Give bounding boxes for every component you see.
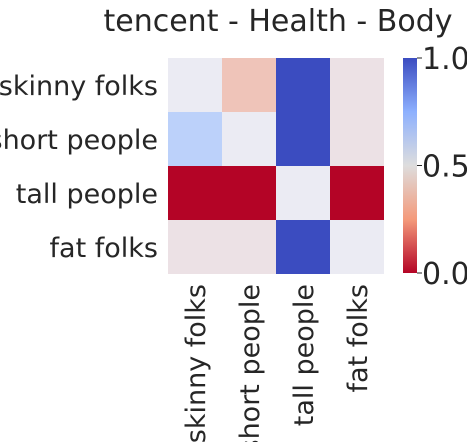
colorbar	[403, 58, 417, 273]
column-label: fat folks	[343, 284, 374, 392]
column-label: skinny folks	[181, 284, 212, 442]
heatmap-cell-r0-c2	[276, 58, 330, 112]
colorbar-ticks: 0.0 0.5 1.0	[417, 42, 467, 292]
heatmap-cell-r1-c3	[330, 112, 384, 166]
colorbar-tick-label: 0.0	[422, 257, 467, 292]
chart-title: tencent - Health - Body	[104, 4, 453, 39]
heatmap-cell-r2-c3	[330, 166, 384, 220]
row-label: skinny folks	[0, 71, 158, 102]
row-label: tall people	[16, 179, 158, 210]
row-labels: skinny folks short people tall people fat f…	[0, 71, 158, 264]
column-labels: skinny folks short people tall people fat f…	[181, 284, 374, 442]
row-label: fat folks	[50, 233, 158, 264]
colorbar-tick-label: 0.5	[422, 150, 467, 185]
heatmap-cell-r3-c2	[276, 220, 330, 274]
heatmap-cell-r2-c1	[222, 166, 276, 220]
heatmap-cell-r1-c0	[168, 112, 222, 166]
heatmap-cells	[168, 58, 384, 274]
colorbar-tick-label: 1.0	[422, 42, 467, 77]
heatmap-cell-r3-c3	[330, 220, 384, 274]
heatmap-cell-r2-c2	[276, 166, 330, 220]
heatmap-cell-r0-c0	[168, 58, 222, 112]
heatmap-cell-r0-c1	[222, 58, 276, 112]
heatmap-cell-r2-c0	[168, 166, 222, 220]
heatmap-cell-r3-c0	[168, 220, 222, 274]
heatmap-cell-r1-c1	[222, 112, 276, 166]
row-label: short people	[0, 125, 158, 156]
heatmap-cell-r1-c2	[276, 112, 330, 166]
heatmap-cell-r3-c1	[222, 220, 276, 274]
column-label: tall people	[289, 284, 320, 426]
column-label: short people	[235, 284, 266, 442]
heatmap-cell-r0-c3	[330, 58, 384, 112]
